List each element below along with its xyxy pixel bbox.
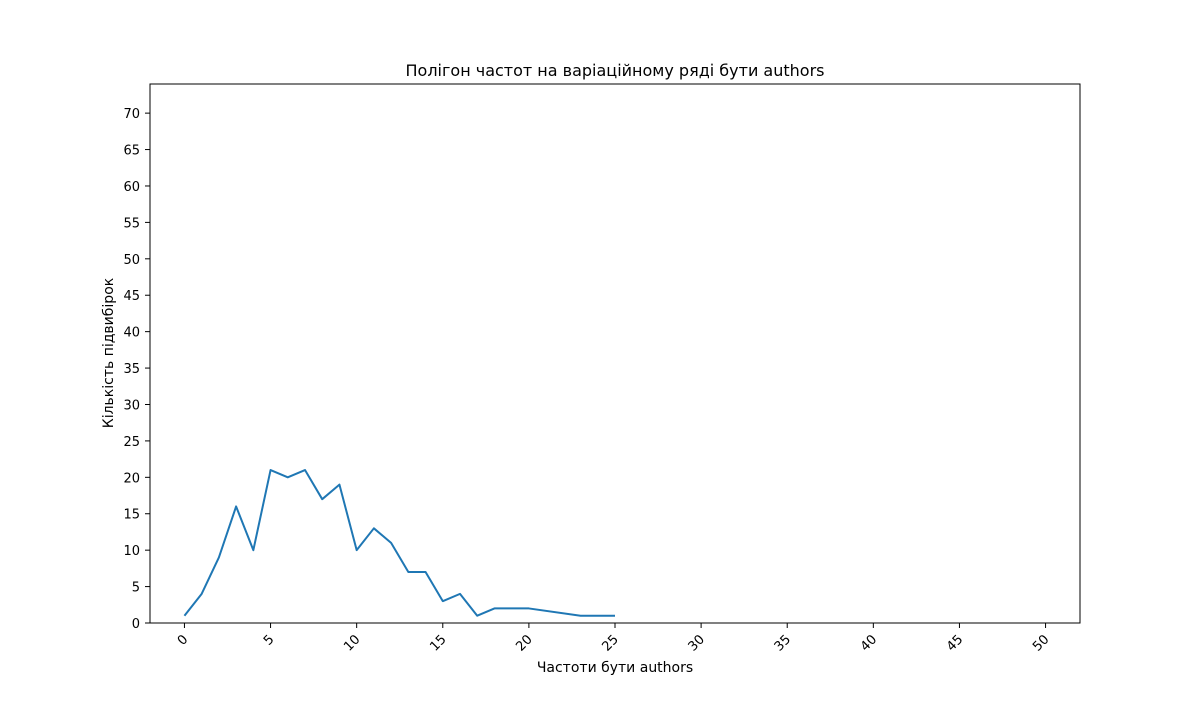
y-tick-label: 0 <box>132 617 140 632</box>
y-tick-label: 25 <box>123 435 140 450</box>
axis-ticks: 0 5 10 15 20 25 30 35 40 45 50 0 5 10 15 20 25 30 35 40 45 50… <box>123 107 1052 654</box>
y-tick-label: 70 <box>123 107 140 122</box>
plot-frame <box>149 83 1081 624</box>
series-layer <box>183 469 615 617</box>
series-line <box>183 469 615 617</box>
y-axis-label: Кількість підвибірок <box>101 278 117 428</box>
x-tick-label: 30 <box>686 632 708 654</box>
y-tick-label: 15 <box>123 508 140 523</box>
y-tick-label: 5 <box>132 581 140 596</box>
x-tick-label: 5 <box>261 632 277 648</box>
y-tick-label: 50 <box>123 253 140 268</box>
y-tick-label: 55 <box>123 216 140 231</box>
y-tick-label: 65 <box>123 144 140 159</box>
x-tick-label: 25 <box>600 632 622 654</box>
y-tick-label: 35 <box>123 362 140 377</box>
x-tick-label: 35 <box>772 632 794 654</box>
x-tick-label: 0 <box>175 632 191 648</box>
y-tick-label: 40 <box>123 326 140 341</box>
x-tick-label: 45 <box>944 632 966 654</box>
y-tick-label: 20 <box>123 471 140 486</box>
x-tick-label: 15 <box>427 632 449 654</box>
x-tick-label: 10 <box>341 632 363 654</box>
y-tick-label: 45 <box>123 289 140 304</box>
x-axis-label: Частоти бути authors <box>537 660 693 676</box>
x-tick-label: 20 <box>513 632 535 654</box>
y-tick-label: 30 <box>123 398 140 413</box>
y-tick-label: 60 <box>123 180 140 195</box>
y-tick-label: 10 <box>123 544 140 559</box>
x-tick-label: 40 <box>858 632 880 654</box>
x-tick-label: 50 <box>1030 632 1052 654</box>
chart-title: Полігон частот на варіаційному ряді бути… <box>406 61 825 80</box>
